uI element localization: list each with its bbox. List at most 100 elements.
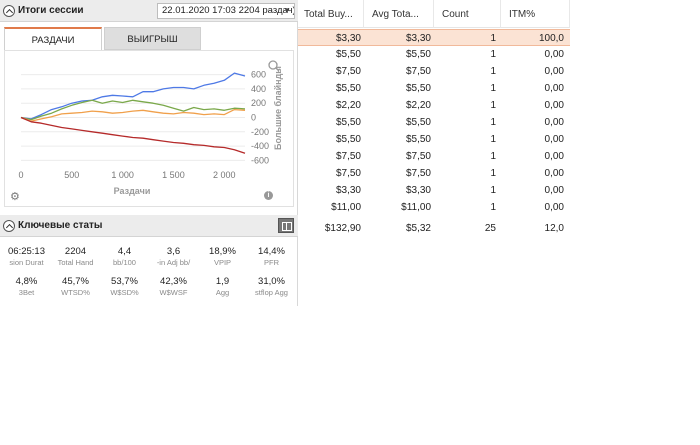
- table-row[interactable]: $7,50 $7,50 1 0,00: [296, 63, 570, 80]
- table-row[interactable]: $5,50 $5,50 1 0,00: [296, 46, 570, 63]
- tab-hands[interactable]: РАЗДАЧИ: [4, 27, 102, 50]
- y-tick-label: -400: [251, 141, 269, 151]
- tab-winnings[interactable]: ВЫИГРЫШ: [104, 27, 201, 50]
- stat-value: 3,6: [166, 246, 181, 257]
- table-row[interactable]: $5,50 $5,50 1 0,00: [296, 131, 570, 148]
- stat-item: 14,4% PFR: [247, 246, 296, 268]
- chevron-down-icon: ▼: [283, 6, 291, 15]
- y-tick-label: 0: [251, 113, 256, 123]
- cell-itm: 0,00: [544, 185, 564, 196]
- y-tick-label: -600: [251, 155, 269, 165]
- cell-total-buyin: $7,50: [335, 66, 361, 77]
- x-axis-label: Раздачи: [114, 186, 151, 196]
- table-row[interactable]: $11,00 $11,00 1 0,00: [296, 199, 570, 216]
- cell-itm: 0,00: [544, 202, 564, 213]
- y-axis-label: Большие блайнды: [273, 66, 283, 150]
- stat-label: stflop Agg: [255, 288, 288, 297]
- stat-value: 31,0%: [258, 276, 285, 287]
- table-row[interactable]: $2,20 $2,20 1 0,00: [296, 97, 570, 114]
- x-tick-label: 1 000: [111, 170, 134, 180]
- key-stats-header: Ключевые статы: [0, 215, 298, 237]
- cell-avg-total: $7,50: [405, 151, 431, 162]
- cell-total-buyin: $3,30: [335, 185, 361, 196]
- cell-avg-total: $5,50: [405, 117, 431, 128]
- gear-icon[interactable]: ⚙: [10, 191, 20, 203]
- tournaments-table: Total Buy... Avg Tota... Count ITM% $3,3…: [296, 0, 570, 240]
- cell-avg-total: $3,30: [405, 185, 431, 196]
- cell-count: 1: [490, 202, 496, 213]
- cell-count: 1: [490, 134, 496, 145]
- cell-count: 1: [490, 100, 496, 111]
- cell-avg-total: $5,50: [405, 83, 431, 94]
- table-row[interactable]: $5,50 $5,50 1 0,00: [296, 80, 570, 97]
- cell-itm: 0,00: [544, 151, 564, 162]
- table-row[interactable]: $7,50 $7,50 1 0,00: [296, 165, 570, 182]
- cell-total-buyin: $3,30: [335, 33, 361, 44]
- cell-itm: 0,00: [544, 66, 564, 77]
- graph-area: 0 500 1 000 1 500 2 000 600 400 200 0 -200 -400 -6…: [4, 50, 294, 207]
- column-header-itm[interactable]: ITM%: [501, 0, 570, 28]
- table-row[interactable]: $3,30 $3,30 1 100,0: [296, 29, 570, 46]
- y-tick-label: 400: [251, 84, 266, 94]
- cell-count: 1: [490, 117, 496, 128]
- cell-avg-total: $11,00: [401, 202, 431, 213]
- cell-count: 1: [490, 151, 496, 162]
- x-tick-label: 1 500: [162, 170, 185, 180]
- collapse-chevron-icon[interactable]: [3, 220, 15, 232]
- cell-itm: 0,00: [544, 117, 564, 128]
- stat-value: 14,4%: [258, 246, 285, 257]
- total-buyin: $132,90: [324, 223, 361, 234]
- y-tick-label: 200: [251, 98, 266, 108]
- cell-total-buyin: $5,50: [335, 49, 361, 60]
- collapse-chevron-icon[interactable]: [3, 5, 15, 17]
- cell-avg-total: $7,50: [405, 66, 431, 77]
- key-stats-title: Ключевые статы: [18, 220, 103, 231]
- cell-count: 1: [490, 66, 496, 77]
- stat-label: sion Durat: [9, 258, 44, 267]
- stat-label: W$SD%: [110, 288, 139, 297]
- stat-label: Total Hand: [57, 258, 94, 267]
- cell-count: 1: [490, 83, 496, 94]
- total-avg: $5,32: [405, 223, 431, 234]
- info-icon[interactable]: i: [264, 191, 273, 200]
- stat-item: 31,0% stflop Agg: [247, 276, 296, 298]
- session-selector[interactable]: 22.01.2020 17:03 2204 раздач) ▼: [157, 3, 295, 19]
- cell-itm: 0,00: [544, 83, 564, 94]
- table-totals-row: $132,90 $5,32 25 12,0: [296, 219, 570, 239]
- stat-value: 45,7%: [62, 276, 89, 287]
- cell-total-buyin: $5,50: [335, 134, 361, 145]
- table-row[interactable]: $7,50 $7,50 1 0,00: [296, 148, 570, 165]
- column-header-count[interactable]: Count: [434, 0, 501, 28]
- layout-toggle-icon[interactable]: [278, 218, 294, 233]
- cell-avg-total: $5,50: [405, 49, 431, 60]
- session-selector-value: 22.01.2020 17:03 2204 раздач): [162, 5, 295, 16]
- stat-item: 06:25:13 sion Durat: [2, 246, 51, 268]
- chart-tabs: РАЗДАЧИ ВЫИГРЫШ: [4, 27, 296, 50]
- stat-value: 4,4: [117, 246, 132, 257]
- stat-label: 3Bet: [18, 288, 35, 297]
- stat-label: PFR: [264, 258, 279, 267]
- table-row[interactable]: $5,50 $5,50 1 0,00: [296, 114, 570, 131]
- cell-total-buyin: $5,50: [335, 117, 361, 128]
- y-tick-label: 600: [251, 70, 266, 80]
- column-header-total-buyin[interactable]: Total Buy...: [296, 0, 364, 28]
- stat-label: W$WSF: [159, 288, 188, 297]
- stat-item: 53,7% W$SD%: [100, 276, 149, 298]
- stat-label: Agg: [215, 288, 230, 297]
- series-line-0: [20, 72, 246, 120]
- cell-total-buyin: $7,50: [335, 151, 361, 162]
- cell-avg-total: $2,20: [405, 100, 431, 111]
- stat-item: 2204 Total Hand: [51, 246, 100, 268]
- stat-value: 2204: [64, 246, 87, 257]
- cell-total-buyin: $5,50: [335, 83, 361, 94]
- cell-total-buyin: $2,20: [335, 100, 361, 111]
- column-header-avg-total[interactable]: Avg Tota...: [364, 0, 434, 28]
- cell-total-buyin: $11,00: [331, 202, 361, 213]
- series-line-2: [20, 108, 246, 122]
- stat-item: 3,6 -in Adj bb/: [149, 246, 198, 268]
- zoom-icon[interactable]: [268, 60, 280, 72]
- stat-value: 4,8%: [15, 276, 38, 287]
- stat-item: 18,9% VPIP: [198, 246, 247, 268]
- table-row[interactable]: $3,30 $3,30 1 0,00: [296, 182, 570, 199]
